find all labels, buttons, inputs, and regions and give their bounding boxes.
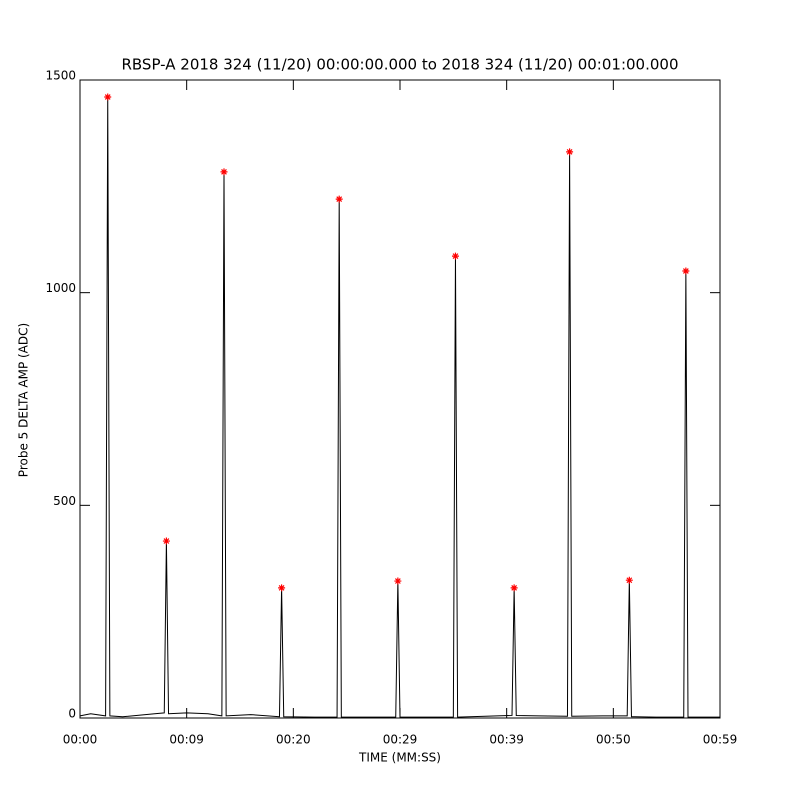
peak-marker xyxy=(566,148,574,156)
peak-marker xyxy=(162,537,170,545)
y-tick-label: 1000 xyxy=(45,281,76,295)
x-tick-label: 00:29 xyxy=(383,733,418,747)
chart-title: RBSP-A 2018 324 (11/20) 00:00:00.000 to … xyxy=(121,56,678,74)
x-tick-label: 00:20 xyxy=(276,733,311,747)
peak-marker xyxy=(394,577,402,585)
x-tick-label: 00:09 xyxy=(169,733,204,747)
x-tick-label: 00:39 xyxy=(489,733,524,747)
y-tick-label: 500 xyxy=(53,494,76,508)
peak-marker xyxy=(220,168,228,176)
x-tick-label: 00:50 xyxy=(596,733,631,747)
peak-marker xyxy=(104,93,112,101)
data-line xyxy=(79,97,720,718)
y-tick-label: 0 xyxy=(68,707,76,721)
peak-marker xyxy=(451,252,459,260)
y-tick-label: 1500 xyxy=(45,69,76,83)
peak-marker xyxy=(278,584,286,592)
peak-marker xyxy=(510,584,518,592)
x-axis-label: TIME (MM:SS) xyxy=(358,751,441,765)
peak-marker xyxy=(625,576,633,584)
peak-marker xyxy=(682,267,690,275)
x-tick-label: 00:59 xyxy=(703,733,738,747)
x-tick-label: 00:00 xyxy=(63,733,98,747)
y-axis-label: Probe 5 DELTA AMP (ADC) xyxy=(17,323,31,477)
peak-marker xyxy=(335,195,343,203)
plot-frame xyxy=(79,79,721,719)
